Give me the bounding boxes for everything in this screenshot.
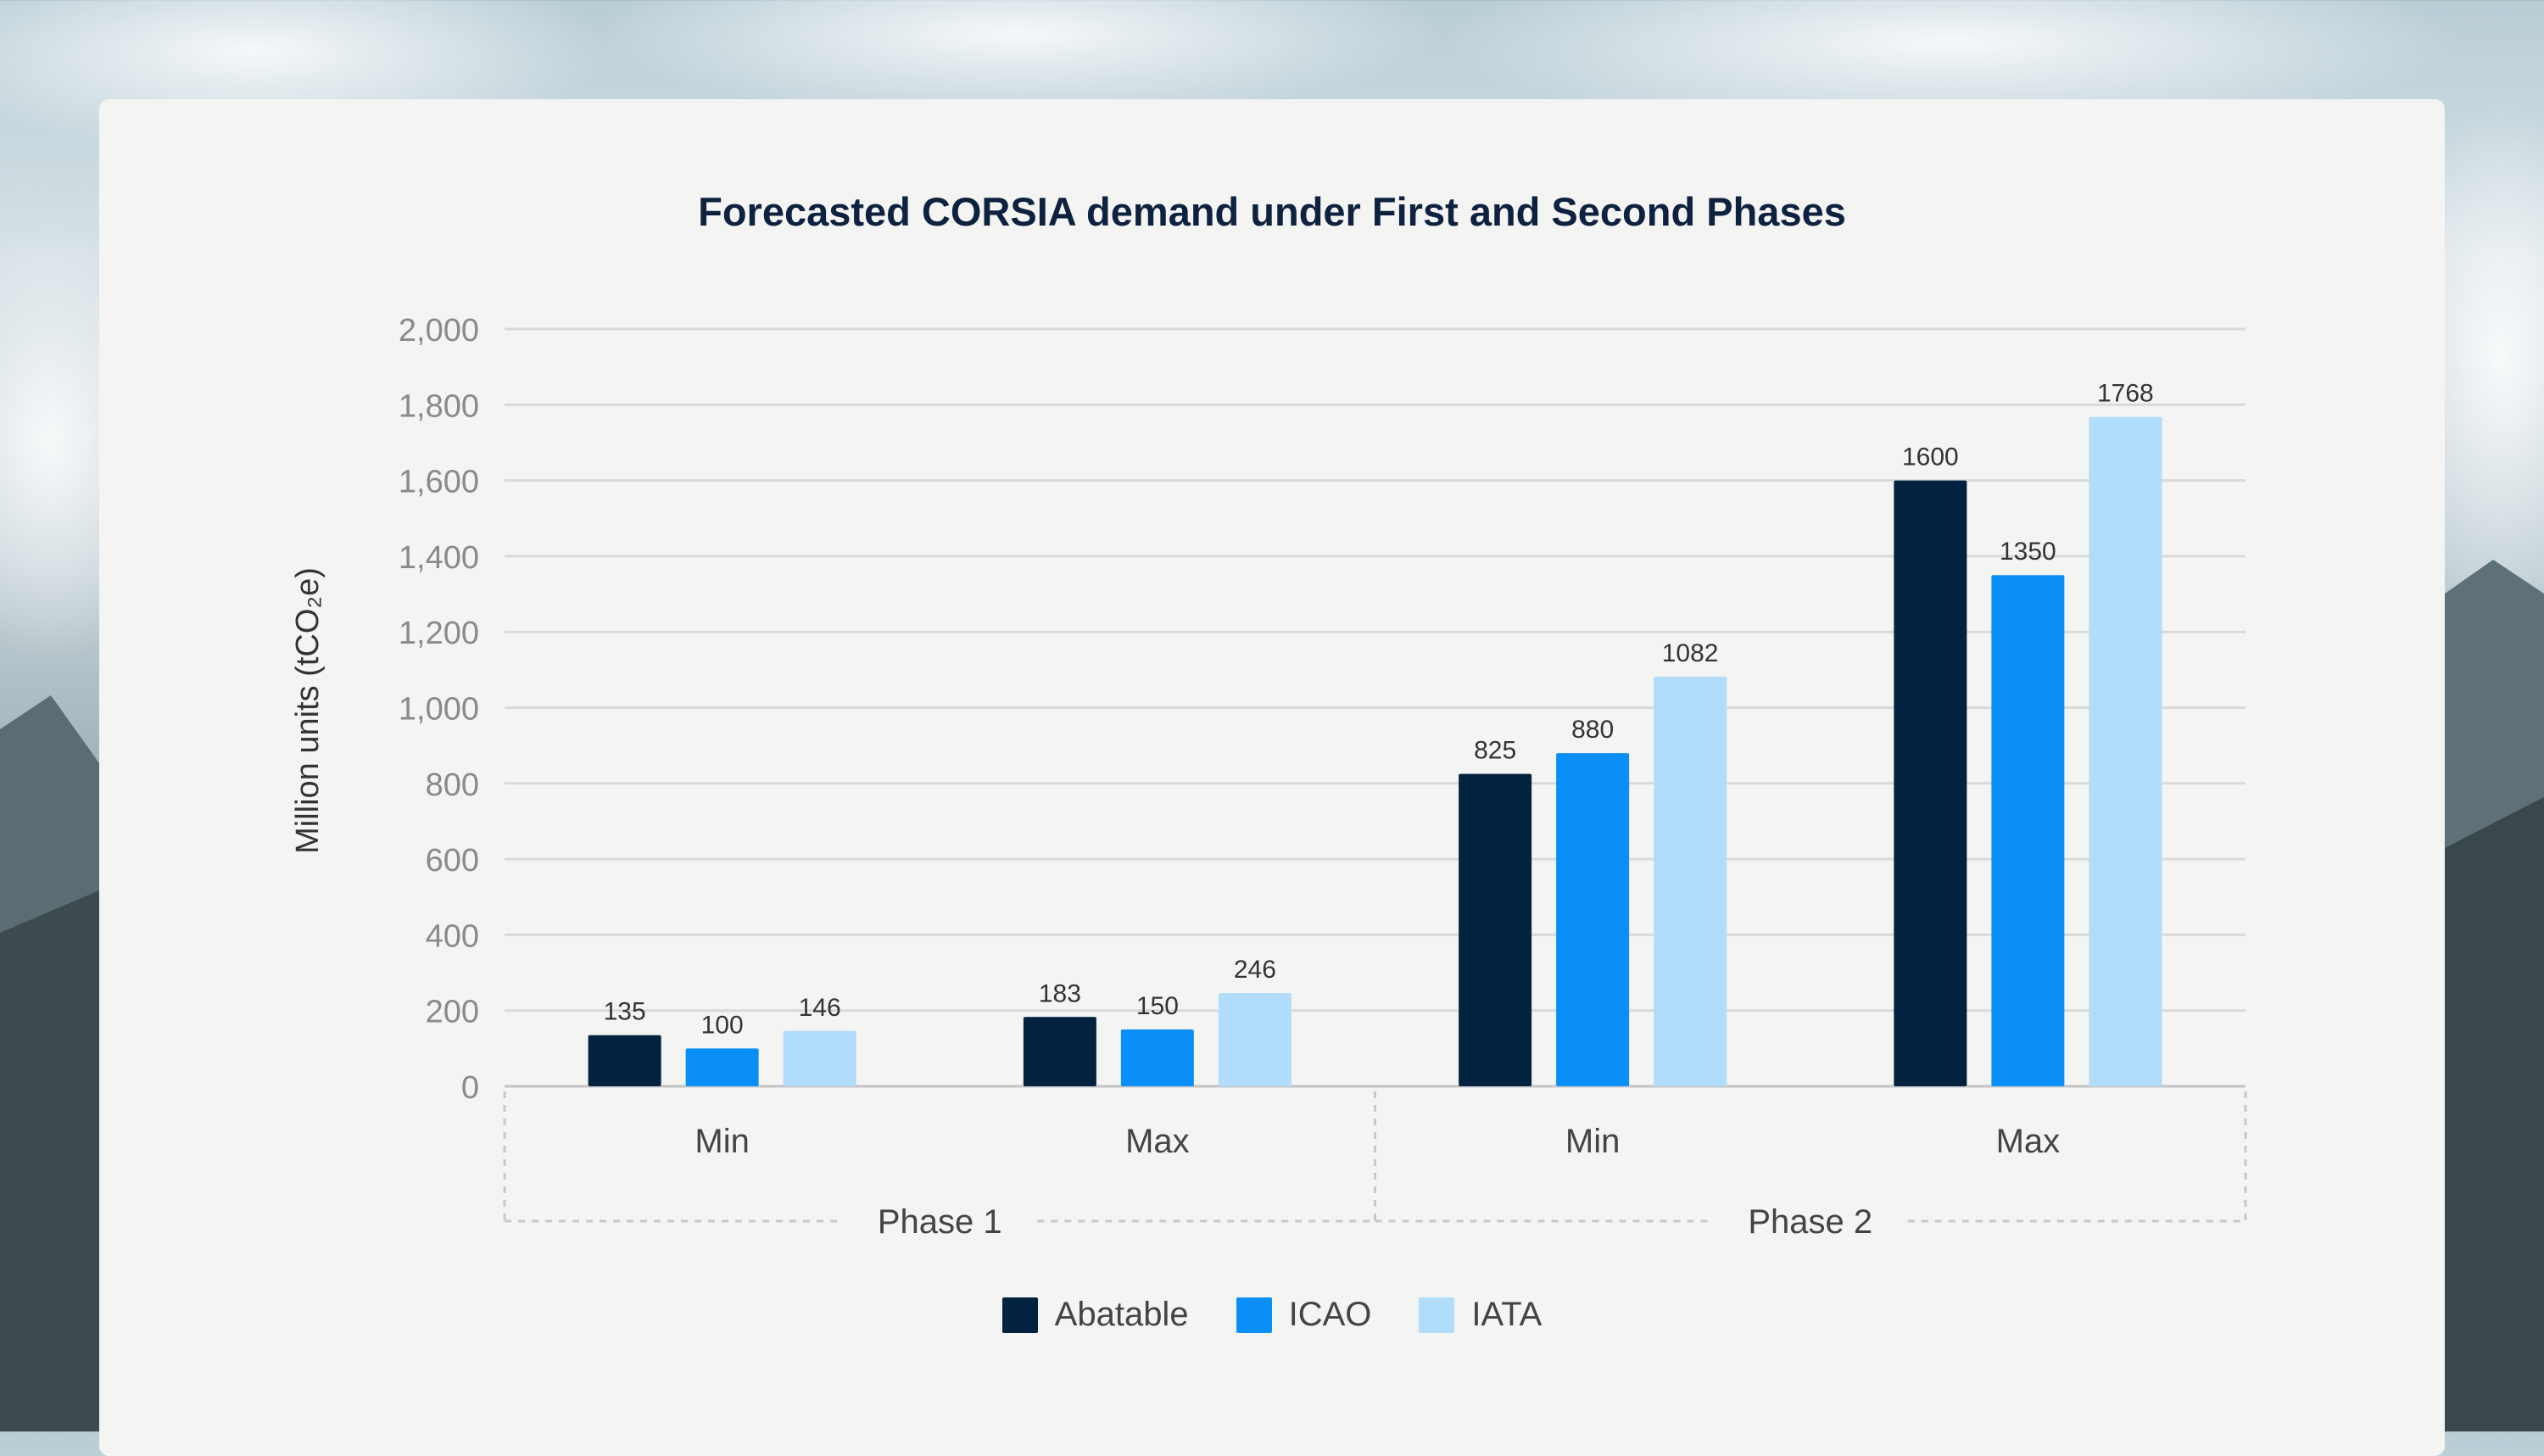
legend-label: IATA <box>1471 1296 1543 1333</box>
y-tick-label: 200 <box>426 995 479 1030</box>
y-tick-label: 1,000 <box>399 692 479 728</box>
bar-abatable <box>1459 773 1532 1086</box>
bar-icao <box>1991 575 2065 1086</box>
y-tick-label: 1,400 <box>399 540 479 576</box>
data-label: 135 <box>604 998 646 1026</box>
y-tick-label: 400 <box>426 918 479 954</box>
legend: Abatable ICAO IATA <box>0 1296 2544 1334</box>
bar-icao <box>685 1048 759 1086</box>
data-label: 825 <box>1474 737 1516 765</box>
data-label: 146 <box>799 994 841 1022</box>
chart-title: Forecasted CORSIA demand under First and… <box>698 189 1846 234</box>
data-label: 1082 <box>1662 639 1719 667</box>
x-category-label: Min <box>695 1123 749 1160</box>
legend-swatch-iata <box>1419 1297 1455 1333</box>
bar-abatable <box>588 1035 661 1086</box>
x-category-label: Max <box>1125 1123 1190 1160</box>
bar-iata <box>783 1030 856 1086</box>
bar-icao <box>1120 1029 1194 1086</box>
data-label: 100 <box>701 1011 744 1039</box>
legend-label: Abatable <box>1054 1296 1189 1333</box>
legend-swatch-abatable <box>1001 1297 1038 1333</box>
gridlines <box>505 327 2246 1088</box>
y-tick-label: 2,000 <box>399 313 479 349</box>
x-group-label: Phase 1 <box>878 1203 1002 1241</box>
x-category-label: Max <box>1996 1123 2061 1160</box>
bar-abatable <box>1023 1017 1096 1086</box>
y-axis-ticks: 0 200 400 600 800 1,000 1,200 1,400 1,600 1,800 2,… <box>399 313 479 1106</box>
data-label: 1600 <box>1902 443 1959 471</box>
legend-label: ICAO <box>1288 1296 1372 1333</box>
legend-item-abatable: Abatable <box>1001 1296 1189 1334</box>
data-label: 246 <box>1234 956 1276 984</box>
data-label: 150 <box>1136 992 1179 1020</box>
x-category-label: Min <box>1565 1123 1620 1160</box>
x-group-label: Phase 2 <box>1748 1203 1872 1241</box>
bar-iata <box>1218 993 1292 1086</box>
bar-iata <box>1654 676 1727 1086</box>
y-tick-label: 600 <box>426 843 479 879</box>
data-labels: 135 183 825 1600 100 150 880 1350 146 246 1082 1768 <box>604 380 2154 1040</box>
y-axis-label: Million units (tCO₂e) <box>290 567 326 854</box>
data-label: 880 <box>1571 716 1614 744</box>
y-tick-label: 800 <box>426 767 479 803</box>
bars <box>588 416 2162 1086</box>
data-label: 1768 <box>2097 380 2154 408</box>
data-label: 1350 <box>2000 538 2056 566</box>
legend-item-icao: ICAO <box>1236 1296 1372 1334</box>
data-label: 183 <box>1039 979 1081 1007</box>
bar-icao <box>1556 753 1630 1086</box>
y-tick-label: 1,600 <box>399 465 479 500</box>
y-tick-label: 0 <box>461 1070 479 1106</box>
y-tick-label: 1,200 <box>399 616 479 651</box>
y-tick-label: 1,800 <box>399 388 479 424</box>
legend-swatch-icao <box>1236 1297 1272 1333</box>
legend-item-iata: IATA <box>1419 1296 1542 1334</box>
x-axis: Min Max Min Max Phase 1 Phase 2 <box>503 1091 2247 1241</box>
bar-abatable <box>1894 480 1967 1086</box>
bar-iata <box>2089 416 2162 1086</box>
